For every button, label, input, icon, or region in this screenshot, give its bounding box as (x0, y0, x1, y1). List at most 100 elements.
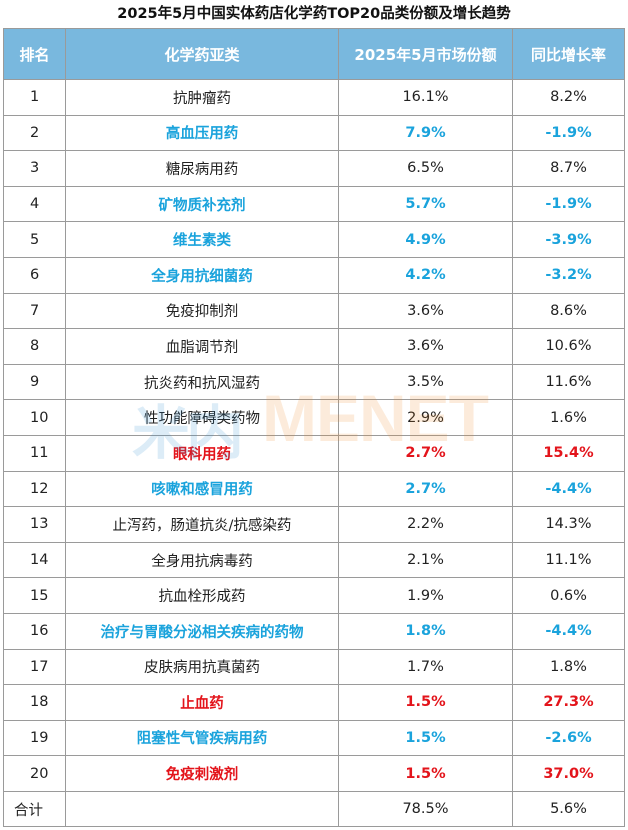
table-row: 6 全身用抗细菌药 4.2% -3.2% (3, 256, 625, 294)
category-cell: 皮肤病用抗真菌药 (65, 648, 339, 686)
category-cell: 止泻药，肠道抗炎/抗感染药 (65, 506, 339, 543)
table-row: 15 抗血栓形成药 1.9% 0.6% (3, 577, 625, 614)
growth-cell: 1.8% (512, 648, 625, 686)
rank-cell: 1 (3, 79, 66, 116)
table-row: 20 免疫刺激剂 1.5% 37.0% (3, 755, 625, 792)
share-cell: 2.9% (338, 399, 513, 436)
table-row: 14 全身用抗病毒药 2.1% 11.1% (3, 541, 625, 579)
category-cell: 咳嗽和感冒用药 (65, 470, 339, 508)
rank-cell: 19 (3, 719, 66, 757)
rank-cell: 17 (3, 648, 66, 686)
table-row: 5 维生素类 4.9% -3.9% (3, 221, 625, 258)
category-cell: 抗血栓形成药 (65, 577, 339, 614)
share-cell: 1.5% (338, 755, 513, 792)
rank-cell: 7 (3, 292, 66, 330)
rank-cell: 8 (3, 328, 66, 365)
growth-cell: 37.0% (512, 755, 625, 792)
table-row: 19 阻塞性气管疾病用药 1.5% -2.6% (3, 719, 625, 757)
rank-cell: 2 (3, 114, 66, 152)
growth-cell: 8.7% (512, 150, 625, 187)
rank-cell: 13 (3, 506, 66, 543)
growth-cell: -2.6% (512, 719, 625, 757)
table-row: 10 性功能障碍类药物 2.9% 1.6% (3, 399, 625, 436)
share-cell: 16.1% (338, 79, 513, 116)
share-cell: 2.1% (338, 541, 513, 579)
growth-cell: 11.6% (512, 363, 625, 401)
table-row: 2 高血压用药 7.9% -1.9% (3, 114, 625, 152)
header-category: 化学药亚类 (65, 28, 339, 80)
rank-cell: 14 (3, 541, 66, 579)
share-cell: 1.5% (338, 719, 513, 757)
share-table: 排名 化学药亚类 2025年5月市场份额 同比增长率 1 抗肿瘤药 16.1% 8.2… (3, 28, 625, 828)
category-cell: 全身用抗病毒药 (65, 541, 339, 579)
table-row: 9 抗炎药和抗风湿药 3.5% 11.6% (3, 363, 625, 401)
category-cell: 血脂调节剂 (65, 328, 339, 365)
category-cell: 全身用抗细菌药 (65, 256, 339, 294)
share-cell: 2.7% (338, 470, 513, 508)
growth-cell: 10.6% (512, 328, 625, 365)
rank-cell: 3 (3, 150, 66, 187)
share-cell: 1.5% (338, 684, 513, 721)
rank-cell: 18 (3, 684, 66, 721)
table-row: 17 皮肤病用抗真菌药 1.7% 1.8% (3, 648, 625, 686)
share-cell: 1.8% (338, 612, 513, 650)
header-row: 排名 化学药亚类 2025年5月市场份额 同比增长率 (3, 28, 625, 80)
table-row: 8 血脂调节剂 3.6% 10.6% (3, 328, 625, 365)
rank-cell: 4 (3, 185, 66, 223)
growth-cell: -3.2% (512, 256, 625, 294)
growth-cell: 15.4% (512, 434, 625, 472)
category-cell: 矿物质补充剂 (65, 185, 339, 223)
share-cell: 4.9% (338, 221, 513, 258)
table-row: 3 糖尿病用药 6.5% 8.7% (3, 150, 625, 187)
growth-cell: 1.6% (512, 399, 625, 436)
rank-cell: 10 (3, 399, 66, 436)
table-row: 7 免疫抑制剂 3.6% 8.6% (3, 292, 625, 330)
header-share: 2025年5月市场份额 (338, 28, 513, 80)
category-cell: 眼科用药 (65, 434, 339, 472)
category-cell: 抗肿瘤药 (65, 79, 339, 116)
growth-cell: -4.4% (512, 612, 625, 650)
growth-cell: 11.1% (512, 541, 625, 579)
table-title: 2025年5月中国实体药店化学药TOP20品类份额及增长趋势 (117, 6, 511, 22)
total-label: 合计 (3, 790, 66, 828)
category-cell: 免疫抑制剂 (65, 292, 339, 330)
share-cell: 1.9% (338, 577, 513, 614)
category-cell: 抗炎药和抗风湿药 (65, 363, 339, 401)
category-cell: 阻塞性气管疾病用药 (65, 719, 339, 757)
share-cell: 3.6% (338, 292, 513, 330)
table-row: 4 矿物质补充剂 5.7% -1.9% (3, 185, 625, 223)
share-cell: 3.6% (338, 328, 513, 365)
growth-cell: -4.4% (512, 470, 625, 508)
category-cell: 高血压用药 (65, 114, 339, 152)
growth-cell: 8.2% (512, 79, 625, 116)
category-cell: 止血药 (65, 684, 339, 721)
growth-cell: 14.3% (512, 506, 625, 543)
share-cell: 7.9% (338, 114, 513, 152)
table-row: 11 眼科用药 2.7% 15.4% (3, 434, 625, 472)
category-cell: 治疗与胃酸分泌相关疾病的药物 (65, 612, 339, 650)
share-cell: 6.5% (338, 150, 513, 187)
total-share-cell: 78.5% (338, 790, 513, 828)
rank-cell: 5 (3, 221, 66, 258)
total-category-cell (65, 790, 339, 828)
category-cell: 免疫刺激剂 (65, 755, 339, 792)
growth-cell: 0.6% (512, 577, 625, 614)
table-row: 12 咳嗽和感冒用药 2.7% -4.4% (3, 470, 625, 508)
rank-cell: 20 (3, 755, 66, 792)
category-cell: 性功能障碍类药物 (65, 399, 339, 436)
header-growth: 同比增长率 (512, 28, 625, 80)
growth-cell: -1.9% (512, 114, 625, 152)
header-rank: 排名 (3, 28, 66, 80)
share-cell: 1.7% (338, 648, 513, 686)
growth-cell: 27.3% (512, 684, 625, 721)
table-row: 1 抗肿瘤药 16.1% 8.2% (3, 79, 625, 116)
share-cell: 4.2% (338, 256, 513, 294)
rank-cell: 12 (3, 470, 66, 508)
rank-cell: 11 (3, 434, 66, 472)
rank-cell: 6 (3, 256, 66, 294)
growth-cell: -3.9% (512, 221, 625, 258)
share-cell: 2.2% (338, 506, 513, 543)
rank-cell: 16 (3, 612, 66, 650)
rank-cell: 9 (3, 363, 66, 401)
table-body: 1 抗肿瘤药 16.1% 8.2% 2 高血压用药 7.9% -1.9% 3 糖尿病用药 6.5… (3, 79, 625, 828)
